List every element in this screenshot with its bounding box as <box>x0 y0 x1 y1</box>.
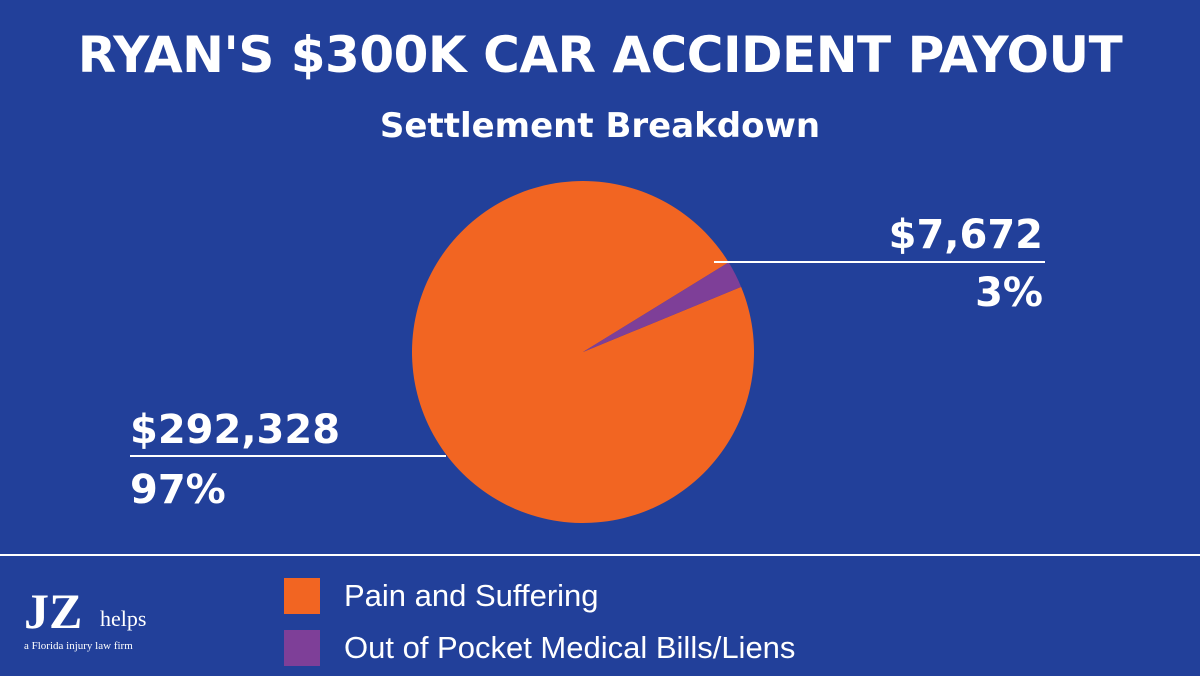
divider <box>0 554 1200 556</box>
logo-word: helps <box>100 606 147 631</box>
pie-slice-medical-bills-liens <box>583 262 742 352</box>
slice-value-label-medical: $7,672 <box>889 212 1043 258</box>
logo: JZ helps a Florida injury law firm <box>24 584 194 664</box>
legend-item-pain: Pain and Suffering <box>284 572 795 620</box>
legend-label: Out of Pocket Medical Bills/Liens <box>344 630 796 665</box>
chart-subtitle: Settlement Breakdown <box>379 106 821 146</box>
slice-percent-label-medical: 3% <box>975 270 1043 316</box>
logo-tagline: a Florida injury law firm <box>24 640 133 652</box>
slice-percent-label-pain: 97% <box>130 467 226 513</box>
logo-mark: JZ <box>24 583 83 639</box>
slice-value-label-pain: $292,328 <box>130 407 340 453</box>
pie-slice-pain-and-suffering <box>412 181 755 524</box>
legend-label: Pain and Suffering <box>344 578 599 613</box>
legend: Pain and Suffering Out of Pocket Medical… <box>284 572 795 676</box>
chart-title: RYAN'S $300K CAR ACCIDENT PAYOUT <box>77 26 1123 84</box>
legend-swatch <box>284 578 320 614</box>
legend-item-medical: Out of Pocket Medical Bills/Liens <box>284 624 795 672</box>
pie-slices <box>412 181 755 524</box>
legend-swatch <box>284 630 320 666</box>
